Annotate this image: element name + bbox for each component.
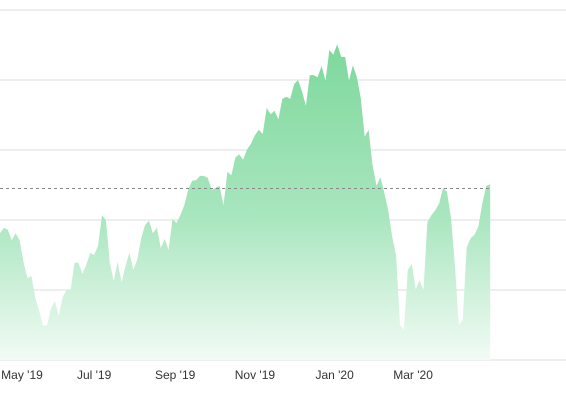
x-tick-label: May '19 [1,368,43,382]
x-axis-ticks: May '19 Jul '19 Sep '19 Nov '19 Jan '20 Mar '… [1,368,433,382]
x-tick-label: Jul '19 [77,368,112,382]
price-area [0,44,491,361]
x-tick-label: Nov '19 [235,368,276,382]
x-tick-label: Mar '20 [393,368,433,382]
x-tick-label: Jan '20 [315,368,354,382]
x-tick-label: Sep '19 [155,368,196,382]
